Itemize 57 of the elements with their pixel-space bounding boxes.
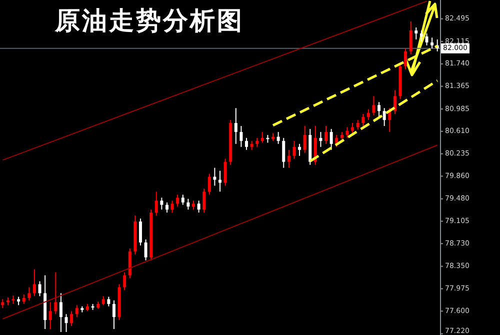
- candlestick: [378, 102, 381, 118]
- candlestick: [70, 310, 74, 327]
- candlestick: [330, 128, 333, 150]
- candlestick: [160, 197, 164, 210]
- candlestick: [245, 137, 248, 150]
- candlestick: [425, 32, 428, 46]
- candlestick: [170, 200, 174, 214]
- candlestick: [372, 96, 376, 116]
- candlestick: [154, 191, 158, 216]
- candlestick: [298, 143, 302, 156]
- candlestick: [404, 48, 408, 70]
- candlestick: [64, 314, 68, 333]
- candlestick: [197, 200, 200, 214]
- candlestick: [319, 131, 322, 148]
- chart-title: 原油走势分析图: [55, 5, 244, 37]
- candlestick: [366, 108, 370, 121]
- candlestick: [351, 122, 354, 134]
- candlestick: [420, 30, 423, 42]
- candlestick: [22, 294, 26, 304]
- candlestick: [38, 280, 42, 297]
- candlestick: [59, 292, 62, 333]
- candlestick: [324, 126, 328, 144]
- candlestick: [356, 120, 360, 130]
- candlestick: [32, 268, 36, 297]
- candlestick: [128, 248, 132, 279]
- candlestick: [186, 198, 190, 210]
- candlestick: [303, 126, 306, 154]
- candlestick: [54, 272, 58, 315]
- candlestick: [202, 188, 206, 214]
- candlestick: [240, 126, 243, 148]
- candlestick: [362, 114, 365, 126]
- candlestick: [393, 90, 396, 115]
- candlestick: [165, 202, 168, 214]
- candlestick: [48, 302, 52, 330]
- candlestick: [123, 272, 126, 291]
- candlestick: [260, 131, 264, 144]
- candlestick: [75, 304, 78, 318]
- candlestick: [409, 21, 412, 55]
- candlestick: [287, 149, 290, 168]
- candlestick: [276, 131, 280, 144]
- candlestick: [430, 37, 434, 49]
- candlestick: [112, 300, 116, 330]
- candlestick: [224, 158, 227, 186]
- candlestick: [382, 108, 386, 126]
- candlestick: [292, 140, 296, 160]
- candlestick: [138, 218, 142, 246]
- candlestick: [28, 286, 31, 301]
- candlestick: [107, 296, 110, 307]
- candlestick: [234, 108, 238, 144]
- candlestick: [218, 170, 222, 192]
- candlestick: [346, 126, 349, 138]
- candlestick: [181, 194, 184, 206]
- candlestick: [176, 194, 180, 208]
- candlestick: [144, 238, 148, 261]
- candlestick: [282, 137, 286, 168]
- candlestick: [414, 26, 418, 40]
- candlestick: [208, 173, 211, 196]
